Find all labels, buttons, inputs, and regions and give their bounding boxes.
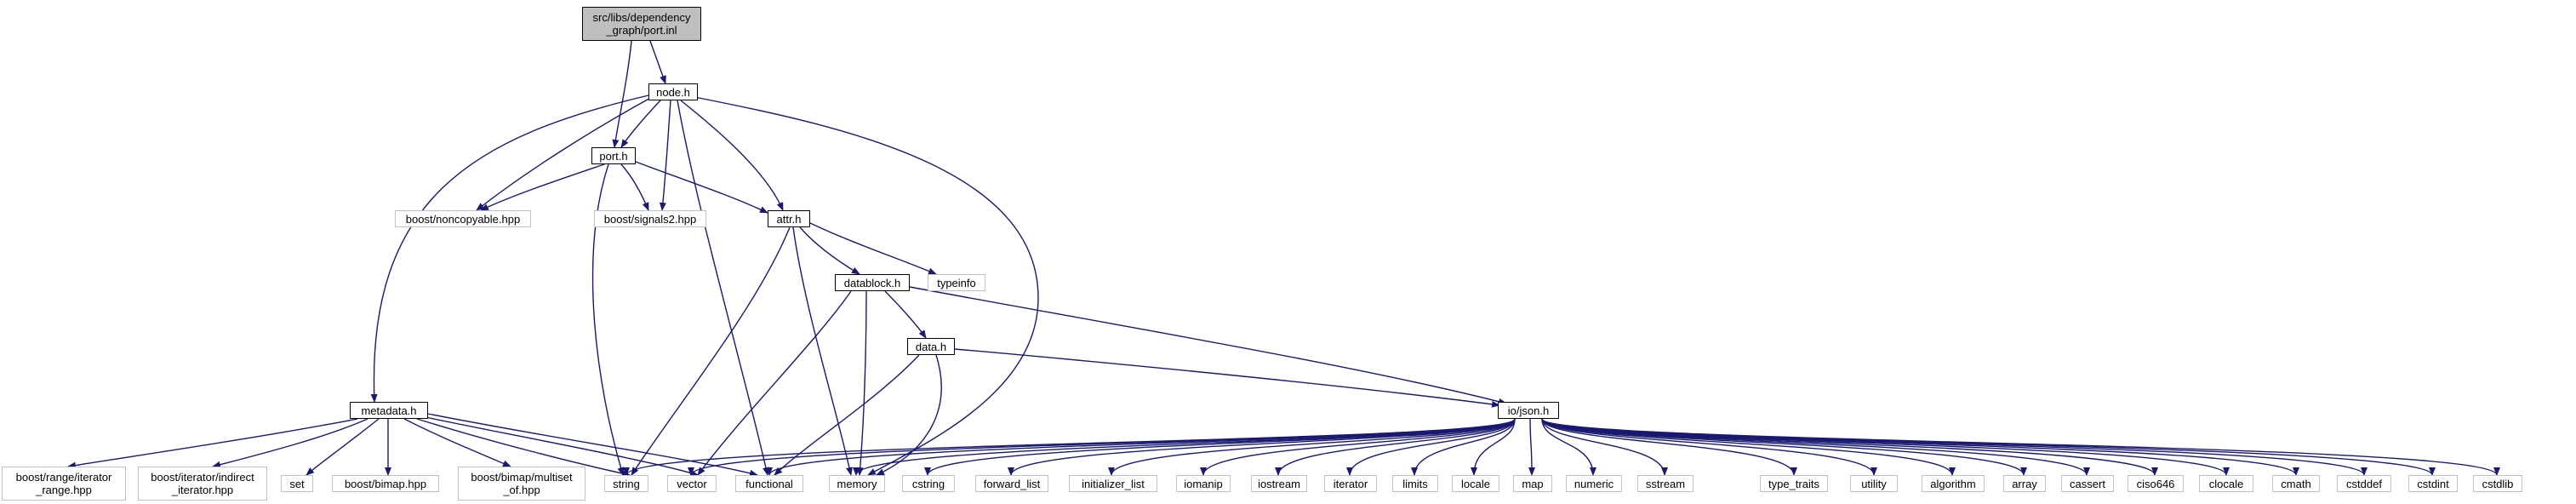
edge-from-io-json-h xyxy=(766,418,1516,476)
edge-from-data-h xyxy=(954,348,1500,408)
edge-from-node-h xyxy=(659,100,671,211)
node-utility: utility xyxy=(1850,475,1898,492)
edge-from-io-json-h xyxy=(1541,418,1596,476)
edge-from-attr-h xyxy=(792,226,853,476)
node-cstddef: cstddef xyxy=(2337,475,2391,492)
node-boost-bimap-multiset: boost/bimap/multiset _of.hpp xyxy=(458,467,585,501)
node-sstream: sstream xyxy=(1637,475,1694,492)
root-node-port-inl: src/libs/dependency _graph/port.inl xyxy=(582,7,701,41)
node-data-h[interactable]: data.h xyxy=(907,338,955,355)
node-vector: vector xyxy=(667,475,717,492)
edge-from-io-json-h xyxy=(1411,418,1516,476)
node-io-json-h[interactable]: io/json.h xyxy=(1498,402,1559,419)
edge-from-io-json-h xyxy=(1541,418,2436,476)
node-port-h[interactable]: port.h xyxy=(591,147,636,164)
edge-from-node-h xyxy=(476,94,656,211)
edge-from-datablock-h xyxy=(909,286,1507,405)
edge-from-attr-h xyxy=(799,226,860,275)
node-boost-iterator-indirect: boost/iterator/indirect _iterator.hpp xyxy=(138,467,267,501)
node-node-h[interactable]: node.h xyxy=(648,83,698,100)
edge-from-io-json-h xyxy=(1346,418,1516,476)
edge-from-node-h xyxy=(620,100,661,148)
edge-from-root xyxy=(649,40,666,84)
edge-from-metadata-h xyxy=(425,416,699,477)
edge-from-metadata-h xyxy=(212,418,368,468)
node-cstring: cstring xyxy=(902,475,955,492)
node-type-traits: type_traits xyxy=(1760,475,1828,492)
edge-from-io-json-h xyxy=(1528,418,1535,476)
edge-from-node-h xyxy=(677,100,769,476)
node-boost-signals2: boost/signals2.hpp xyxy=(594,210,706,227)
edge-from-port-h xyxy=(620,163,649,211)
node-iterator: iterator xyxy=(1324,475,1377,492)
edge-from-metadata-h xyxy=(306,418,380,476)
edge-from-io-json-h xyxy=(1541,418,2158,476)
edge-from-data-h xyxy=(774,354,920,476)
edge-from-data-h xyxy=(876,354,942,476)
node-metadata-h[interactable]: metadata.h xyxy=(350,402,428,419)
edge-from-io-json-h xyxy=(1471,418,1516,476)
edge-from-io-json-h xyxy=(1541,418,1668,476)
edge-from-metadata-h xyxy=(67,418,358,469)
node-datablock-h[interactable]: datablock.h xyxy=(835,274,910,291)
edge-from-datablock-h xyxy=(856,290,867,476)
node-attr-h[interactable]: attr.h xyxy=(768,210,810,227)
edge-from-io-json-h xyxy=(1200,418,1516,476)
node-typeinfo: typeinfo xyxy=(928,274,985,291)
edge-from-io-json-h xyxy=(1541,418,1956,476)
node-cstdlib: cstdlib xyxy=(2473,475,2522,492)
edge-from-port-h xyxy=(635,161,768,214)
edge-from-attr-h xyxy=(631,226,791,476)
node-boost-noncopyable: boost/noncopyable.hpp xyxy=(395,210,531,227)
node-boost-bimap: boost/bimap.hpp xyxy=(332,475,439,492)
node-iostream: iostream xyxy=(1251,475,1307,492)
edge-from-io-json-h xyxy=(924,418,1516,476)
node-memory: memory xyxy=(829,475,885,492)
edge-from-metadata-h xyxy=(416,418,631,478)
edge-from-root xyxy=(612,40,632,148)
edge-from-node-h xyxy=(694,96,1039,476)
node-map: map xyxy=(1513,475,1552,492)
node-limits: limits xyxy=(1392,475,1438,492)
edge-from-port-h xyxy=(591,163,625,476)
node-algorithm: algorithm xyxy=(1922,475,1985,492)
node-cassert: cassert xyxy=(2061,475,2114,492)
node-locale: locale xyxy=(1452,475,1499,492)
edge-from-io-json-h xyxy=(1108,418,1516,476)
node-cmath: cmath xyxy=(2272,475,2320,492)
node-boost-range-iterator: boost/range/iterator _range.hpp xyxy=(2,467,126,501)
edge-from-io-json-h xyxy=(1008,418,1516,476)
edge-from-io-json-h xyxy=(1541,418,1797,476)
edge-from-io-json-h xyxy=(1275,418,1516,476)
edge-from-metadata-h xyxy=(427,413,758,477)
node-cstdint: cstdint xyxy=(2408,475,2458,492)
node-forward-list: forward_list xyxy=(975,475,1048,492)
edge-from-node-h xyxy=(680,100,784,211)
node-string: string xyxy=(604,475,648,492)
node-numeric: numeric xyxy=(1566,475,1622,492)
node-set: set xyxy=(281,475,313,492)
edge-from-metadata-h xyxy=(403,418,511,467)
node-functional: functional xyxy=(735,475,803,492)
edge-from-datablock-h xyxy=(884,290,927,339)
node-iomanip: iomanip xyxy=(1176,475,1231,492)
edge-from-io-json-h xyxy=(1541,418,2500,476)
edge-from-node-h xyxy=(370,94,649,403)
edge-from-datablock-h xyxy=(697,290,852,476)
node-initializer-list: initializer_list xyxy=(1069,475,1157,492)
edge-from-port-h xyxy=(480,163,605,211)
edge-from-io-json-h xyxy=(1541,418,1877,476)
node-clocale: clocale xyxy=(2199,475,2253,492)
node-ciso646: ciso646 xyxy=(2128,475,2184,492)
edge-from-attr-h xyxy=(809,222,937,275)
node-array: array xyxy=(2003,475,2046,492)
